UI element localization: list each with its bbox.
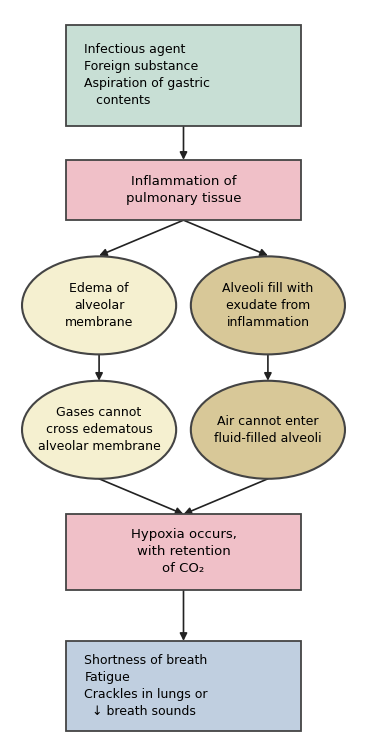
Ellipse shape: [22, 381, 176, 479]
Text: Inflammation of
pulmonary tissue: Inflammation of pulmonary tissue: [126, 175, 241, 205]
Ellipse shape: [22, 256, 176, 354]
Text: Air cannot enter
fluid-filled alveoli: Air cannot enter fluid-filled alveoli: [214, 415, 322, 445]
Text: Edema of
alveolar
membrane: Edema of alveolar membrane: [65, 282, 133, 329]
FancyBboxPatch shape: [66, 641, 301, 731]
FancyBboxPatch shape: [66, 160, 301, 220]
Text: Infectious agent
Foreign substance
Aspiration of gastric
   contents: Infectious agent Foreign substance Aspir…: [84, 44, 210, 107]
Ellipse shape: [191, 381, 345, 479]
Text: Gases cannot
cross edematous
alveolar membrane: Gases cannot cross edematous alveolar me…: [38, 406, 160, 453]
Ellipse shape: [191, 256, 345, 354]
Text: Alveoli fill with
exudate from
inflammation: Alveoli fill with exudate from inflammat…: [222, 282, 313, 329]
FancyBboxPatch shape: [66, 514, 301, 590]
FancyBboxPatch shape: [66, 25, 301, 126]
Text: Hypoxia occurs,
with retention
of CO₂: Hypoxia occurs, with retention of CO₂: [131, 529, 236, 575]
Text: Shortness of breath
Fatigue
Crackles in lungs or
  ↓ breath sounds: Shortness of breath Fatigue Crackles in …: [84, 654, 208, 718]
